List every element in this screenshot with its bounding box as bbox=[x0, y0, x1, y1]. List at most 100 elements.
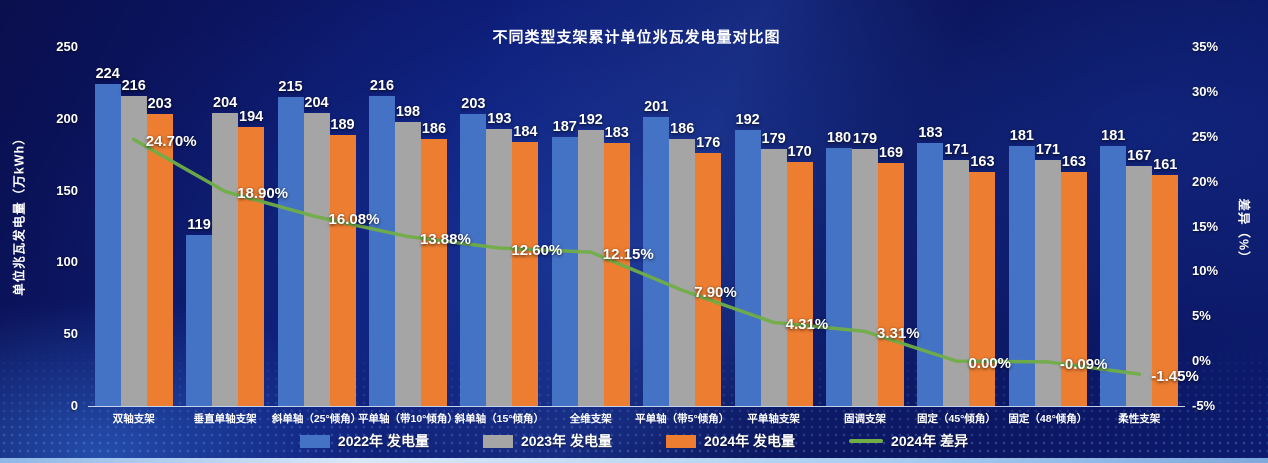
bar bbox=[94, 84, 121, 406]
category-label: 斜单轴（15°倾角） bbox=[454, 413, 545, 425]
bar-value-label: 216 bbox=[369, 77, 395, 94]
left-axis-tick-label: 250 bbox=[56, 39, 78, 54]
bar bbox=[734, 130, 761, 406]
legend-bar-marker bbox=[299, 434, 330, 448]
line-point-label: 4.31% bbox=[785, 316, 829, 334]
legend-label: 2024年 差异 bbox=[891, 433, 969, 449]
x-axis-line bbox=[88, 406, 1185, 407]
legend-bar-marker bbox=[666, 434, 696, 448]
legend-item: 2022年 发电量 bbox=[299, 431, 429, 451]
right-axis-tick-label: 20% bbox=[1192, 173, 1219, 189]
category-label: 平单轴（带5°倾角） bbox=[635, 413, 730, 425]
line-point-label: 16.08% bbox=[328, 210, 380, 228]
line-point-label: -1.45% bbox=[1151, 368, 1199, 386]
left-axis-tick-label: 150 bbox=[56, 182, 78, 198]
bar-value-label: 170 bbox=[787, 143, 812, 160]
right-axis-tick-label: 0% bbox=[1192, 353, 1211, 369]
bar-value-label: 169 bbox=[878, 145, 904, 162]
bar-value-label: 215 bbox=[278, 79, 303, 96]
legend-item: 2023年 发电量 bbox=[482, 431, 612, 451]
bar bbox=[1008, 146, 1035, 406]
bar-value-label: 176 bbox=[696, 135, 721, 152]
bar-value-label: 192 bbox=[735, 112, 760, 129]
bar-value-label: 193 bbox=[487, 110, 512, 127]
left-axis-tick-label: 0 bbox=[70, 398, 78, 413]
bar-value-label: 186 bbox=[670, 120, 695, 137]
category-label: 双轴支架 bbox=[112, 413, 155, 425]
bar bbox=[329, 134, 356, 406]
category-label: 固调支架 bbox=[844, 413, 887, 425]
line-point-label: 0.00% bbox=[968, 355, 1011, 373]
line-point-label: 12.15% bbox=[602, 246, 654, 264]
bar bbox=[394, 121, 421, 406]
bar-value-label: 184 bbox=[513, 123, 538, 140]
bar bbox=[695, 153, 722, 406]
category-label: 固定（45°倾角） bbox=[917, 413, 996, 425]
line-point-label: 24.70% bbox=[145, 133, 197, 151]
bar-value-label: 194 bbox=[239, 109, 264, 126]
category-label: 垂直单轴支架 bbox=[193, 413, 257, 425]
bar-value-label: 119 bbox=[187, 217, 211, 234]
bar-value-label: 204 bbox=[304, 95, 329, 112]
left-axis-tick-label: 50 bbox=[63, 326, 78, 342]
left-axis-tick-label: 200 bbox=[56, 110, 78, 126]
category-label: 平单轴（带10°倾角） bbox=[358, 413, 458, 425]
category-label: 柔性支架 bbox=[1118, 413, 1161, 425]
bar bbox=[826, 147, 853, 406]
bar bbox=[551, 137, 578, 406]
bar-value-label: 163 bbox=[970, 153, 995, 170]
bar-value-label: 186 bbox=[421, 120, 447, 137]
bar bbox=[1126, 166, 1153, 406]
line-point-label: 3.31% bbox=[877, 325, 920, 343]
bar bbox=[120, 95, 147, 406]
bar-value-label: 163 bbox=[1061, 153, 1086, 170]
bar bbox=[760, 148, 787, 406]
bar bbox=[486, 128, 513, 406]
legend-line-marker bbox=[849, 439, 884, 443]
bar bbox=[303, 113, 330, 406]
bar bbox=[786, 161, 813, 406]
bar bbox=[368, 95, 395, 406]
bar bbox=[512, 141, 539, 406]
bottom-decoration-strip bbox=[0, 458, 1268, 463]
chart-legend: 2022年 发电量 2023年 发电量 2024年 发电量 2024年 差异 bbox=[0, 431, 1268, 451]
bar-value-label: 203 bbox=[461, 96, 486, 113]
bar-value-label: 167 bbox=[1127, 148, 1152, 165]
bar bbox=[420, 138, 447, 406]
right-axis-tick-label: 30% bbox=[1192, 83, 1219, 99]
bar bbox=[603, 143, 630, 406]
bar-value-label: 161 bbox=[1153, 156, 1178, 173]
line-point-label: 18.90% bbox=[237, 185, 288, 203]
category-label: 斜单轴（25°倾角） bbox=[271, 413, 362, 425]
legend-item: 2024年 发电量 bbox=[666, 431, 795, 451]
line-point-label: 13.88% bbox=[419, 230, 471, 248]
legend-label: 2022年 发电量 bbox=[337, 433, 429, 449]
bar-value-label: 183 bbox=[918, 125, 943, 142]
legend-bar-marker bbox=[482, 434, 513, 448]
bar-value-label: 181 bbox=[1101, 128, 1126, 145]
right-axis-tick-label: 35% bbox=[1192, 39, 1219, 54]
bar bbox=[577, 130, 604, 406]
left-axis-title: 单位兆瓦发电量（万kWh） bbox=[12, 131, 27, 296]
right-axis-tick-label: -5% bbox=[1192, 398, 1216, 413]
bar-value-label: 171 bbox=[1035, 142, 1060, 159]
bar-value-label: 189 bbox=[330, 116, 355, 133]
bar bbox=[212, 113, 239, 406]
legend-label: 2024年 发电量 bbox=[704, 433, 796, 449]
chart-title: 不同类型支架累计单位兆瓦发电量对比图 bbox=[492, 29, 781, 46]
bar bbox=[277, 97, 304, 406]
bar-value-label: 216 bbox=[121, 77, 146, 94]
right-axis-tick-label: 10% bbox=[1192, 263, 1219, 279]
bar-value-label: 171 bbox=[944, 142, 969, 159]
bar-value-label: 198 bbox=[395, 103, 421, 120]
line-point-label: 7.90% bbox=[694, 284, 737, 302]
bar bbox=[943, 160, 970, 406]
bar-value-label: 204 bbox=[213, 95, 238, 112]
bar bbox=[186, 235, 213, 406]
left-axis-tick-label: 100 bbox=[56, 254, 78, 270]
bar-value-label: 183 bbox=[604, 125, 629, 142]
bar bbox=[146, 114, 173, 406]
right-axis-tick-label: 5% bbox=[1192, 308, 1211, 324]
bar-value-label: 187 bbox=[552, 119, 577, 136]
